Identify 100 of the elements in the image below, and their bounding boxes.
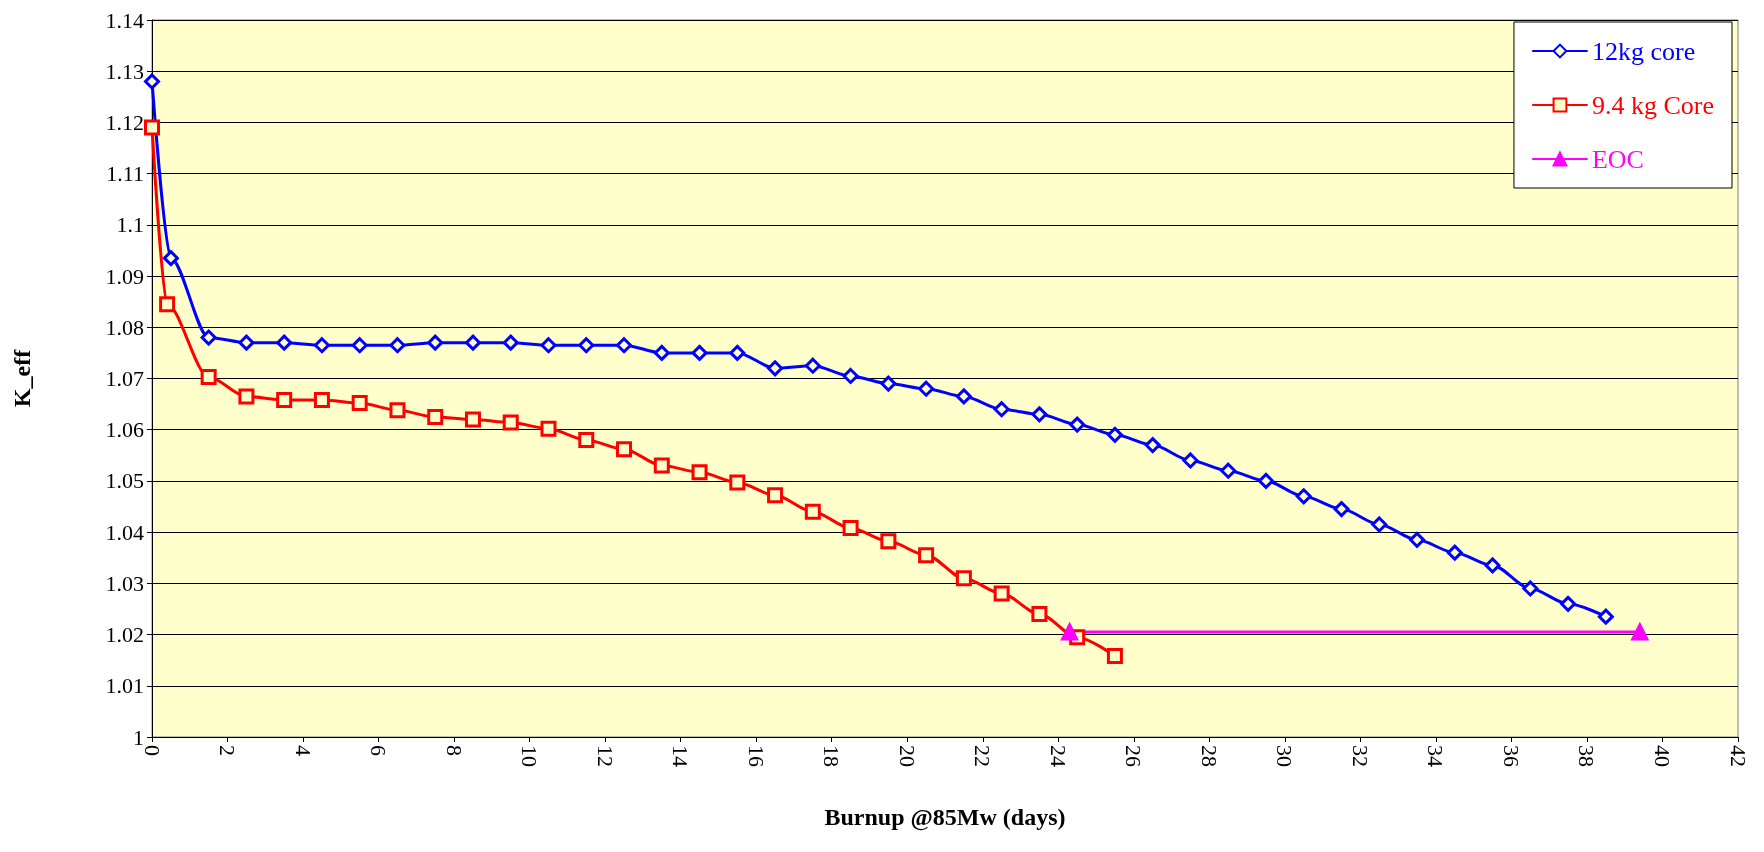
point xyxy=(464,334,481,351)
point xyxy=(159,296,176,313)
x-tick-label: 28 xyxy=(1196,745,1222,767)
x-tick-label: 8 xyxy=(441,745,467,756)
x-tick-label: 30 xyxy=(1272,745,1298,767)
point xyxy=(918,547,935,564)
point xyxy=(1069,416,1086,433)
point xyxy=(993,585,1010,602)
point xyxy=(238,388,255,405)
point xyxy=(1409,531,1426,548)
x-axis-title: Burnup @85Mw (days) xyxy=(824,804,1066,831)
x-tick-label: 34 xyxy=(1423,745,1449,767)
y-axis-title: K_eff xyxy=(9,348,35,408)
legend-label: 9.4 kg Core xyxy=(1591,90,1715,120)
y-tick-label: 1.11 xyxy=(106,161,144,187)
y-tick-label: 1.02 xyxy=(105,622,144,648)
point xyxy=(842,367,859,384)
point xyxy=(276,334,293,351)
x-tick-label: 6 xyxy=(366,745,392,756)
point xyxy=(729,344,746,361)
point xyxy=(1106,426,1123,443)
point xyxy=(1446,544,1463,561)
point xyxy=(1522,580,1539,597)
point xyxy=(313,337,330,354)
legend-label: 12kg core xyxy=(1591,36,1696,66)
point xyxy=(653,457,670,474)
point xyxy=(578,431,595,448)
y-tick-label: 1.12 xyxy=(105,109,144,135)
point xyxy=(540,337,557,354)
point xyxy=(1031,406,1048,423)
point xyxy=(616,337,633,354)
point xyxy=(729,474,746,491)
y-tick-label: 1.06 xyxy=(105,417,144,443)
point xyxy=(1371,516,1388,533)
point xyxy=(200,368,217,385)
point xyxy=(162,250,179,267)
y-tick-label: 1.03 xyxy=(105,570,144,596)
point xyxy=(351,337,368,354)
x-tick-label: 32 xyxy=(1347,745,1373,767)
y-tick-label: 1.13 xyxy=(105,58,144,84)
point xyxy=(1220,462,1237,479)
point xyxy=(880,375,897,392)
point xyxy=(200,329,217,346)
x-tick-label: 2 xyxy=(215,745,241,756)
x-tick-label: 10 xyxy=(517,745,543,767)
point xyxy=(767,360,784,377)
x-tick-label: 42 xyxy=(1725,745,1751,767)
point xyxy=(880,533,897,550)
point xyxy=(578,337,595,354)
point xyxy=(540,420,557,437)
point xyxy=(502,414,519,431)
point xyxy=(1295,488,1312,505)
point xyxy=(144,73,160,90)
y-tick-label: 1.04 xyxy=(105,519,144,545)
point xyxy=(238,334,255,351)
point xyxy=(691,344,708,361)
x-tick-label: 36 xyxy=(1498,745,1524,767)
point xyxy=(616,441,633,458)
point xyxy=(918,380,935,397)
point xyxy=(691,464,708,481)
y-tick-label: 1.05 xyxy=(105,468,144,494)
x-tick-label: 18 xyxy=(819,745,845,767)
point xyxy=(1560,595,1577,612)
point xyxy=(1106,648,1123,665)
point xyxy=(313,392,330,409)
y-tick-label: 1.07 xyxy=(105,366,144,391)
point xyxy=(1031,606,1048,623)
x-tick-label: 16 xyxy=(743,745,769,767)
x-tick-label: 22 xyxy=(970,745,996,767)
point xyxy=(955,388,972,405)
point xyxy=(767,487,784,504)
y-tick-label: 1.1 xyxy=(116,212,144,238)
point xyxy=(389,402,406,419)
x-tick-label: 20 xyxy=(894,745,920,767)
x-tick-label: 26 xyxy=(1121,745,1147,767)
y-tick-label: 1.09 xyxy=(105,263,144,289)
point xyxy=(1333,501,1350,518)
point xyxy=(842,520,859,537)
x-tick-label: 14 xyxy=(668,745,694,767)
point xyxy=(993,401,1010,418)
x-tick-label: 24 xyxy=(1045,745,1071,767)
y-tick-label: 1.08 xyxy=(105,314,144,340)
point xyxy=(1484,557,1501,574)
y-tick-label: 1.14 xyxy=(105,7,144,33)
point xyxy=(276,392,293,409)
point xyxy=(804,357,821,374)
x-tick-label: 40 xyxy=(1649,745,1675,767)
point xyxy=(804,503,821,520)
point xyxy=(955,570,972,587)
point xyxy=(144,119,160,136)
point xyxy=(389,337,406,354)
point xyxy=(1182,452,1199,469)
point xyxy=(653,344,670,361)
point xyxy=(502,334,519,351)
point xyxy=(427,334,444,351)
legend-label: EOC xyxy=(1591,144,1644,174)
point xyxy=(427,408,444,425)
point xyxy=(1144,437,1161,454)
point xyxy=(1597,608,1614,625)
x-tick-label: 38 xyxy=(1574,745,1600,767)
